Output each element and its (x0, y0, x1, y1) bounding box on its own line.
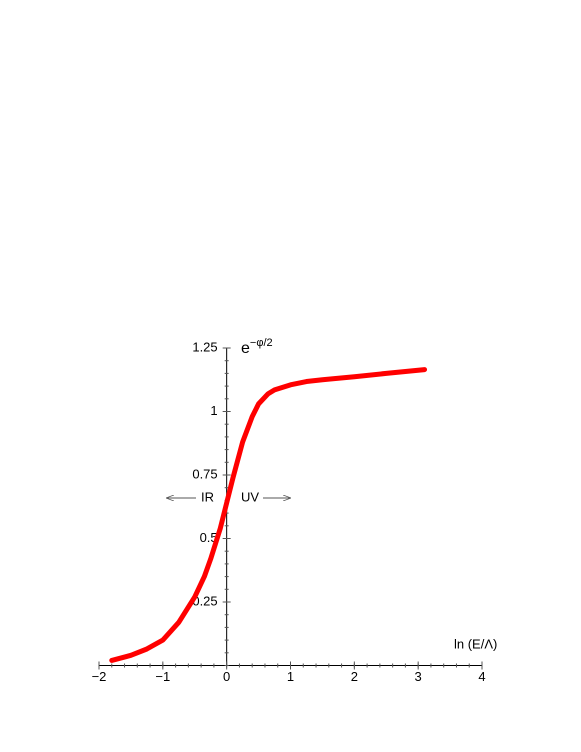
y-axis-label: e−φ/2 (241, 337, 273, 357)
x-tick-label: −1 (155, 669, 170, 684)
x-tick-label: 0 (223, 669, 230, 684)
annotation-uv: UV (241, 489, 259, 504)
annotation-ir: IR (201, 489, 214, 504)
x-tick-label: −2 (92, 669, 107, 684)
y-label-exponent: −φ/2 (250, 337, 273, 349)
y-tick-label: 0.75 (192, 466, 217, 481)
x-tick-label: 3 (415, 669, 422, 684)
x-axis-label: ln (E/Λ) (454, 636, 497, 651)
y-tick-label: 1.25 (192, 339, 217, 354)
y-tick-label: 1 (210, 403, 217, 418)
data-line (109, 367, 428, 663)
y-label-base: e (241, 340, 250, 357)
y-tick-label: 0.5 (200, 530, 218, 545)
x-tick-label: 4 (478, 669, 485, 684)
x-tick-label: 2 (351, 669, 358, 684)
y-tick-label: 0.25 (192, 593, 217, 608)
x-tick-label: 1 (287, 669, 294, 684)
